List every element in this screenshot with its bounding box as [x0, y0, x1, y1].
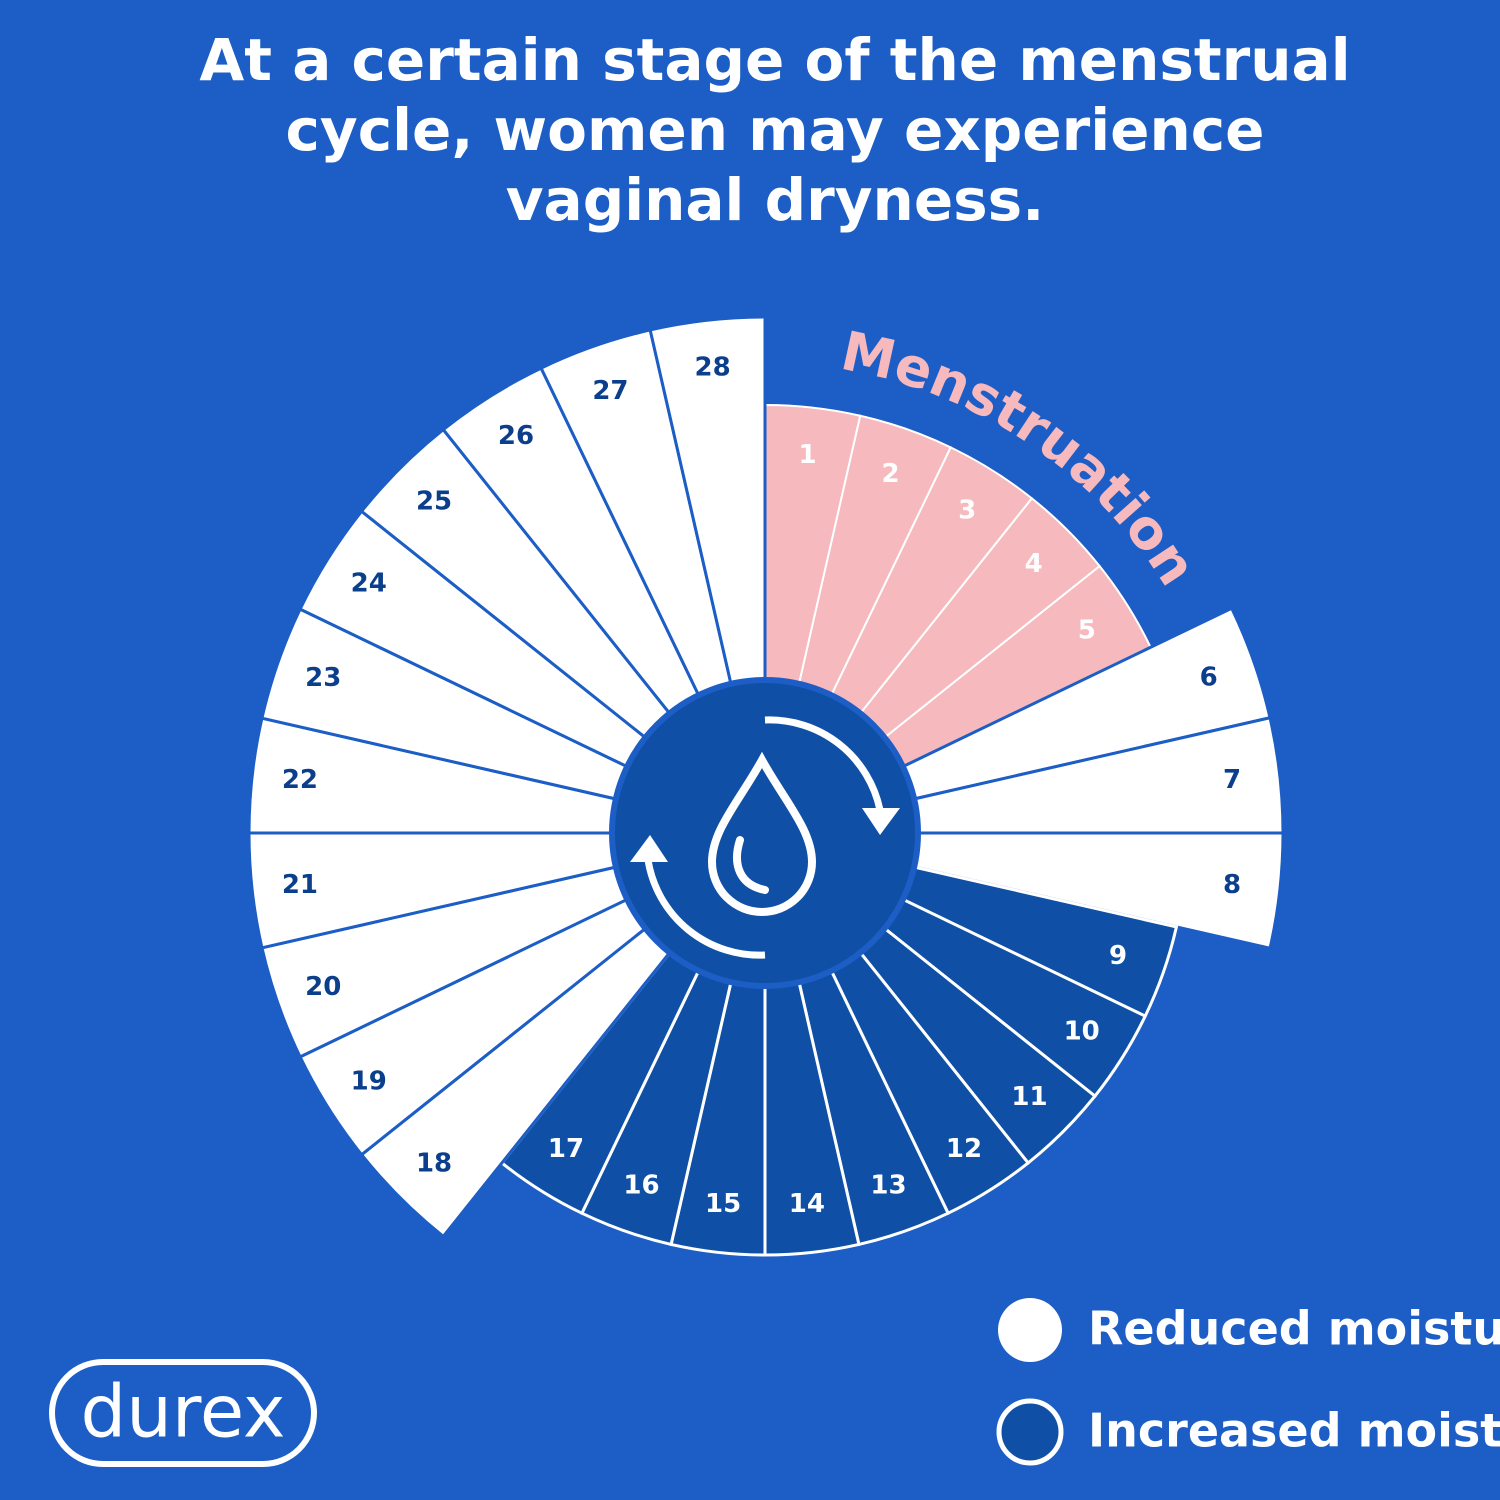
day-label: 5 [1078, 615, 1096, 645]
day-label: 14 [789, 1189, 825, 1219]
day-label: 19 [351, 1066, 387, 1096]
day-label: 2 [881, 459, 899, 489]
title-line: At a certain stage of the menstrual [199, 26, 1350, 94]
logo-frame [49, 1359, 317, 1467]
day-label: 20 [305, 972, 341, 1002]
day-label: 28 [695, 352, 731, 382]
cycle-wheel: 1234567891011121314151617181920212223242… [247, 315, 1285, 1257]
day-label: 1 [798, 440, 816, 470]
day-label: 15 [705, 1189, 741, 1219]
day-label: 17 [548, 1134, 584, 1164]
day-label: 6 [1200, 662, 1218, 692]
legend-label: Reduced moisture [1088, 1302, 1500, 1356]
day-label: 22 [282, 765, 318, 795]
day-label: 23 [305, 663, 341, 693]
drop [707, 751, 817, 916]
drop-shine [733, 836, 769, 894]
day-label: 18 [416, 1148, 452, 1178]
day-label: 8 [1223, 870, 1241, 900]
center-circle [609, 677, 921, 989]
title-line: cycle, women may experience [286, 96, 1265, 164]
arrow-arc [644, 859, 766, 959]
day-label: 25 [416, 487, 452, 517]
day-label: 16 [623, 1171, 659, 1201]
day-label: 11 [1011, 1082, 1047, 1112]
center-icon [609, 677, 921, 989]
day-label: 27 [592, 376, 628, 406]
logo: durex [81, 1370, 286, 1454]
day-label: 4 [1025, 549, 1043, 579]
day-label: 12 [946, 1134, 982, 1164]
day-label: 9 [1109, 941, 1127, 971]
day-label: 3 [958, 496, 976, 526]
legend-swatch [996, 1398, 1064, 1466]
arrow-arc [764, 716, 884, 811]
day-label: 10 [1064, 1016, 1100, 1046]
day-label: 13 [870, 1171, 906, 1201]
legend-label: Increased moisture [1088, 1404, 1500, 1458]
day-label: 7 [1223, 765, 1241, 795]
day-label: 26 [498, 421, 534, 451]
day-label: 21 [282, 870, 318, 900]
title-line: vaginal dryness. [506, 166, 1044, 234]
arrow-head [630, 835, 668, 862]
arrow-head [862, 808, 900, 835]
day-label: 24 [351, 569, 387, 599]
legend-swatch [998, 1298, 1062, 1362]
